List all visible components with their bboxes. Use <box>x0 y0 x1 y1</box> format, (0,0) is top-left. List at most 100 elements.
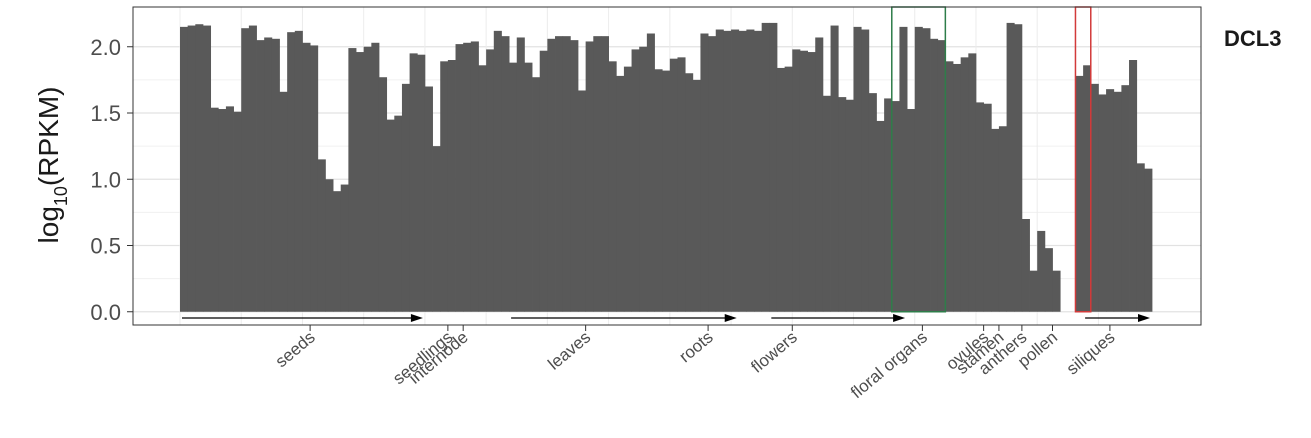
bar <box>1044 248 1053 312</box>
bar <box>317 159 326 312</box>
bar <box>876 120 885 312</box>
bar <box>646 33 655 312</box>
bar <box>440 61 449 312</box>
bar <box>493 30 502 312</box>
bar <box>769 22 778 312</box>
bar <box>593 36 602 312</box>
x-tick-label: seeds <box>272 328 319 372</box>
x-tick-label: leaves <box>544 328 594 374</box>
bar <box>776 67 786 312</box>
bar <box>861 29 870 312</box>
y-tick-label: 1.0 <box>90 167 121 192</box>
bar <box>256 40 265 312</box>
bar <box>784 66 793 312</box>
bar <box>608 61 617 312</box>
bar <box>899 26 908 312</box>
bar <box>1014 24 1023 312</box>
bar <box>799 50 808 312</box>
bar <box>478 65 487 312</box>
bar <box>623 66 632 312</box>
bar <box>225 106 234 312</box>
bar <box>555 36 564 312</box>
bar <box>738 30 747 312</box>
bar <box>302 42 311 312</box>
bar <box>1090 83 1099 312</box>
bar <box>715 29 724 312</box>
bar <box>486 49 495 312</box>
bar <box>1129 60 1138 312</box>
bar <box>516 37 525 312</box>
bar <box>1029 270 1038 312</box>
bar <box>195 24 204 312</box>
bar <box>845 99 854 312</box>
bar <box>1106 89 1115 312</box>
bar <box>562 36 571 312</box>
bar <box>700 33 709 312</box>
bar <box>432 146 441 312</box>
bar <box>447 60 456 312</box>
bar <box>746 29 755 312</box>
bar <box>669 58 678 312</box>
bar <box>807 52 816 312</box>
bar <box>708 36 717 312</box>
bar <box>1006 22 1015 312</box>
panel-border <box>132 6 1202 326</box>
bar <box>991 128 1000 312</box>
bar <box>654 69 663 312</box>
bar <box>1136 163 1145 312</box>
y-tick-label: 2.0 <box>90 35 121 60</box>
bar <box>233 111 242 312</box>
y-tick-label: 0.5 <box>90 234 121 259</box>
bar <box>394 115 403 312</box>
bar <box>363 46 372 312</box>
bar <box>378 77 388 312</box>
x-tick-label: siliques <box>1063 328 1119 379</box>
bar <box>210 107 219 312</box>
bar <box>914 26 923 312</box>
bar <box>616 75 625 312</box>
bar <box>577 90 587 312</box>
bar <box>754 30 763 312</box>
arrow-head <box>410 314 423 322</box>
bar <box>348 48 357 312</box>
bar <box>1144 168 1153 312</box>
bar <box>600 36 609 312</box>
bar <box>470 41 479 312</box>
bar <box>1021 219 1030 312</box>
bar <box>241 28 250 312</box>
bar <box>1113 91 1122 312</box>
bar <box>547 38 556 312</box>
bar <box>417 54 426 312</box>
bar <box>983 103 992 312</box>
bar <box>953 63 962 312</box>
bar <box>975 102 985 312</box>
bar <box>815 37 824 312</box>
bar <box>1052 270 1061 312</box>
bar <box>356 52 365 312</box>
y-axis-label-sub: 10 <box>51 186 71 206</box>
bar <box>891 101 900 312</box>
bar <box>248 25 257 312</box>
bar <box>998 126 1007 312</box>
bar <box>884 98 893 312</box>
bar <box>838 97 847 312</box>
bar <box>340 184 349 312</box>
bar <box>509 62 518 312</box>
bar <box>424 86 433 312</box>
bar <box>1075 75 1084 312</box>
bar <box>294 30 303 312</box>
bar <box>264 37 273 312</box>
x-tick-label: roots <box>675 328 716 367</box>
bar <box>401 83 411 312</box>
x-tick-label: flowers <box>747 328 800 377</box>
bar <box>455 44 464 312</box>
y-axis-label-rest: (RPKM) <box>33 87 64 187</box>
bar <box>180 26 189 312</box>
bar <box>853 26 862 312</box>
bar <box>524 62 533 312</box>
y-axis-label: log10(RPKM) <box>33 87 71 244</box>
x-tick-label: floral organs <box>847 328 931 403</box>
y-axis-label-main: log <box>33 206 64 243</box>
